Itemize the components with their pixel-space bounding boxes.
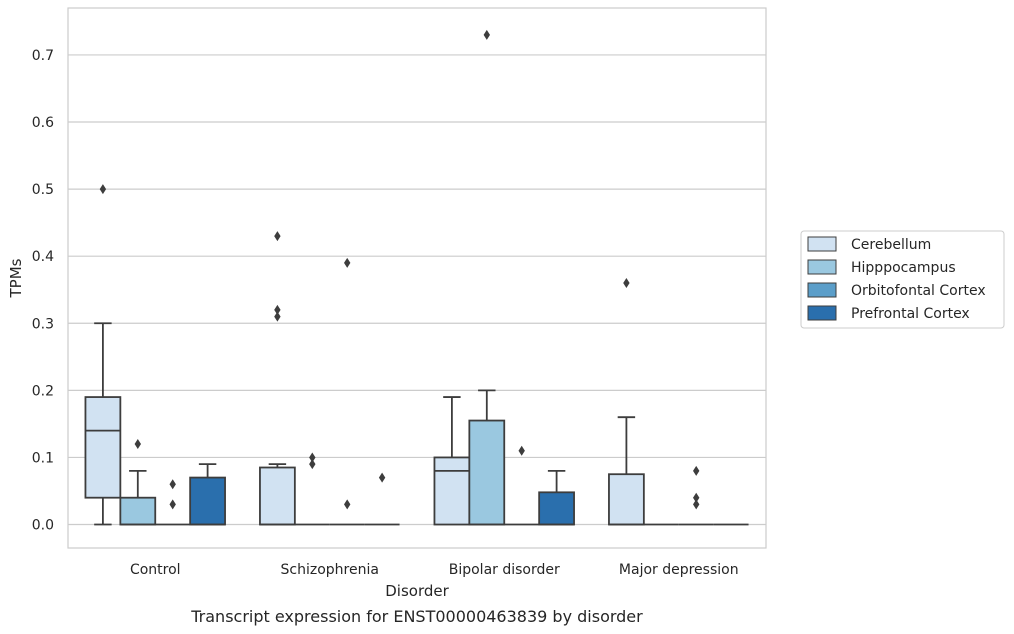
box-body — [189, 476, 226, 526]
x-tick-labels: Control Schizophrenia Bipolar disorder Majo… — [130, 562, 739, 578]
x-tick-label-3: Major depression — [619, 562, 739, 578]
legend-item-3: Prefrontal Cortex — [807, 305, 970, 322]
legend-item-1: Hipppocampus — [807, 259, 956, 276]
outlier-point-0 — [134, 439, 141, 450]
box-0-0 — [84, 184, 122, 526]
outlier-point-2 — [274, 231, 281, 242]
outlier-point-0 — [344, 257, 351, 268]
outlier-point-1 — [344, 499, 351, 510]
box-layer — [84, 29, 749, 526]
box-0-3 — [189, 463, 226, 526]
chart-caption: Transcript expression for ENST0000046383… — [190, 607, 643, 626]
box-1-1 — [294, 452, 330, 526]
box-body — [468, 419, 506, 526]
grid-lines — [68, 54, 766, 526]
box-1-3 — [364, 472, 400, 526]
outlier-point-2 — [693, 465, 700, 476]
outlier-point-1 — [693, 492, 700, 503]
plot-frame — [67, 7, 767, 549]
y-tick-label-5: 0.5 — [32, 182, 54, 198]
y-tick-label-2: 0.2 — [32, 383, 54, 399]
y-tick-label-7: 0.7 — [32, 48, 54, 64]
outlier-point-0 — [483, 29, 490, 40]
y-axis-label: TPMs — [7, 258, 25, 298]
legend-swatch — [807, 259, 837, 275]
box-1-2 — [329, 257, 365, 526]
legend-frame — [800, 230, 1005, 329]
x-tick-label-2: Bipolar disorder — [449, 562, 560, 578]
box-2-2 — [504, 445, 540, 526]
legend-swatch — [807, 282, 837, 298]
box-3-0 — [608, 278, 645, 526]
box-0-1 — [119, 439, 157, 526]
legend: Cerebellum Hipppocampus Orbitofontal Corte… — [800, 230, 1005, 329]
y-tick-label-4: 0.4 — [32, 249, 54, 265]
legend-swatch — [807, 236, 837, 252]
box-2-0 — [433, 396, 471, 526]
outlier-point-0 — [99, 184, 107, 195]
box-1-0 — [259, 231, 296, 526]
outlier-point-0 — [274, 311, 281, 322]
legend-label: Hipppocampus — [851, 260, 956, 276]
outlier-point-0 — [693, 499, 700, 510]
outlier-point-1 — [169, 479, 176, 490]
box-body — [538, 491, 575, 526]
outlier-point-1 — [309, 452, 316, 463]
y-tick-label-6: 0.6 — [32, 115, 54, 131]
outlier-point-0 — [623, 278, 630, 289]
legend-swatch — [807, 305, 837, 321]
legend-item-0: Cerebellum — [807, 236, 931, 253]
box-2-1 — [468, 29, 506, 526]
box-body — [608, 473, 645, 526]
box-body — [259, 466, 296, 526]
y-tick-label-0: 0.0 — [32, 518, 54, 534]
box-body — [119, 496, 157, 526]
legend-label: Cerebellum — [851, 237, 931, 253]
box-body — [433, 456, 471, 526]
x-tick-label-0: Control — [130, 562, 181, 578]
box-body — [84, 396, 122, 499]
outlier-point-0 — [378, 472, 386, 483]
legend-label: Orbitofontal Cortex — [851, 283, 986, 299]
box-2-3 — [538, 469, 575, 526]
y-tick-label-1: 0.1 — [32, 450, 54, 466]
y-tick-labels: 0.0 0.1 0.2 0.3 0.4 0.5 0.6 0.7 — [32, 48, 54, 534]
outlier-point-0 — [309, 459, 316, 470]
y-tick-label-3: 0.3 — [32, 316, 54, 332]
box-0-2 — [155, 479, 191, 526]
outlier-point-0 — [169, 499, 176, 510]
legend-label: Prefrontal Cortex — [851, 306, 970, 322]
x-axis-label: Disorder — [385, 582, 449, 600]
outlier-point-0 — [518, 445, 525, 456]
outlier-point-1 — [274, 304, 281, 315]
x-tick-label-1: Schizophrenia — [281, 562, 379, 578]
legend-item-2: Orbitofontal Cortex — [807, 282, 986, 299]
box-3-2 — [678, 465, 714, 526]
